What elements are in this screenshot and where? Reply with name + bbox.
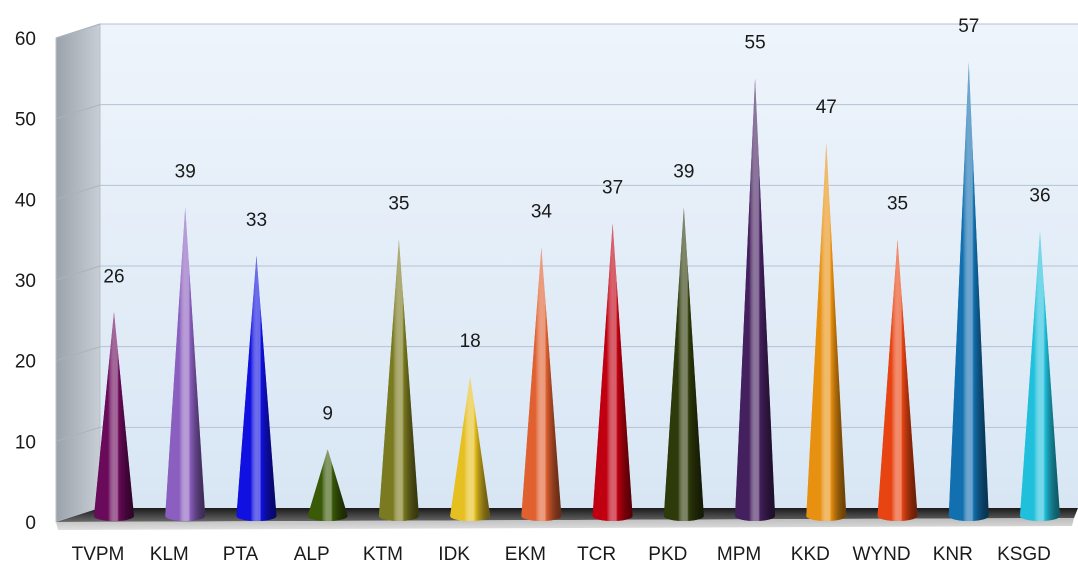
data-label: 34 — [531, 202, 553, 223]
x-tick-label: KNR — [933, 544, 973, 565]
data-label: 35 — [887, 194, 908, 215]
cone-alp-shading — [307, 449, 348, 521]
data-label: 36 — [1029, 186, 1050, 207]
cone-knr-shading — [948, 62, 989, 521]
cone-pta-shading — [236, 255, 277, 522]
cone-ksgd-shading — [1020, 231, 1060, 521]
x-tick-label: WYND — [853, 544, 911, 565]
data-label: 9 — [322, 403, 333, 424]
data-label: 18 — [460, 331, 481, 352]
y-tick-label: 30 — [15, 271, 36, 292]
y-tick-label: 50 — [15, 110, 36, 131]
y-tick-label: 40 — [15, 190, 36, 211]
x-tick-label: KSGD — [997, 544, 1051, 565]
cone-tvpm-shading — [94, 312, 134, 521]
cone-kkd-shading — [806, 142, 847, 521]
x-tick-label: KKD — [791, 544, 830, 565]
data-label: 55 — [745, 32, 766, 53]
x-tick-label: KTM — [363, 544, 403, 565]
data-label: 57 — [958, 16, 979, 37]
data-label: 33 — [246, 210, 267, 231]
cone-klm-shading — [165, 207, 206, 521]
plot-floor-edge — [56, 518, 1074, 530]
y-tick-label: 20 — [15, 352, 36, 373]
y-tick-label: 60 — [15, 29, 36, 50]
data-label: 37 — [602, 178, 623, 199]
cone-wynd-shading — [877, 239, 918, 521]
x-tick-label: MPM — [717, 544, 761, 565]
data-label: 39 — [673, 161, 694, 182]
x-tick-label: PTA — [223, 544, 259, 565]
gridline-side — [55, 426, 101, 442]
y-tick-label: 10 — [15, 432, 36, 453]
cone-mpm-shading — [735, 78, 776, 521]
x-tick-label: TCR — [577, 544, 616, 565]
data-label: 26 — [103, 266, 124, 287]
x-tick-label: TVPM — [72, 544, 125, 565]
cone-idk-shading — [450, 376, 491, 521]
x-tick-label: PKD — [648, 544, 687, 565]
gridline-side — [55, 23, 101, 39]
gridline-side — [55, 346, 101, 362]
x-tick-label: KLM — [150, 544, 189, 565]
y-tick-label: 0 — [25, 513, 36, 534]
data-label: 39 — [175, 161, 196, 182]
data-label: 47 — [816, 97, 837, 118]
gridline-side — [55, 265, 101, 281]
data-label: 35 — [388, 194, 409, 215]
x-tick-label: EKM — [505, 544, 546, 565]
cone-ekm-shading — [521, 247, 562, 521]
gridline-side — [55, 104, 101, 120]
cone-pkd-shading — [663, 207, 704, 521]
x-tick-label: IDK — [438, 544, 470, 565]
x-tick-label: ALP — [294, 544, 330, 565]
cone-tcr-shading — [592, 223, 633, 522]
gridline-side — [55, 184, 101, 200]
cone-ktm-shading — [378, 239, 419, 521]
